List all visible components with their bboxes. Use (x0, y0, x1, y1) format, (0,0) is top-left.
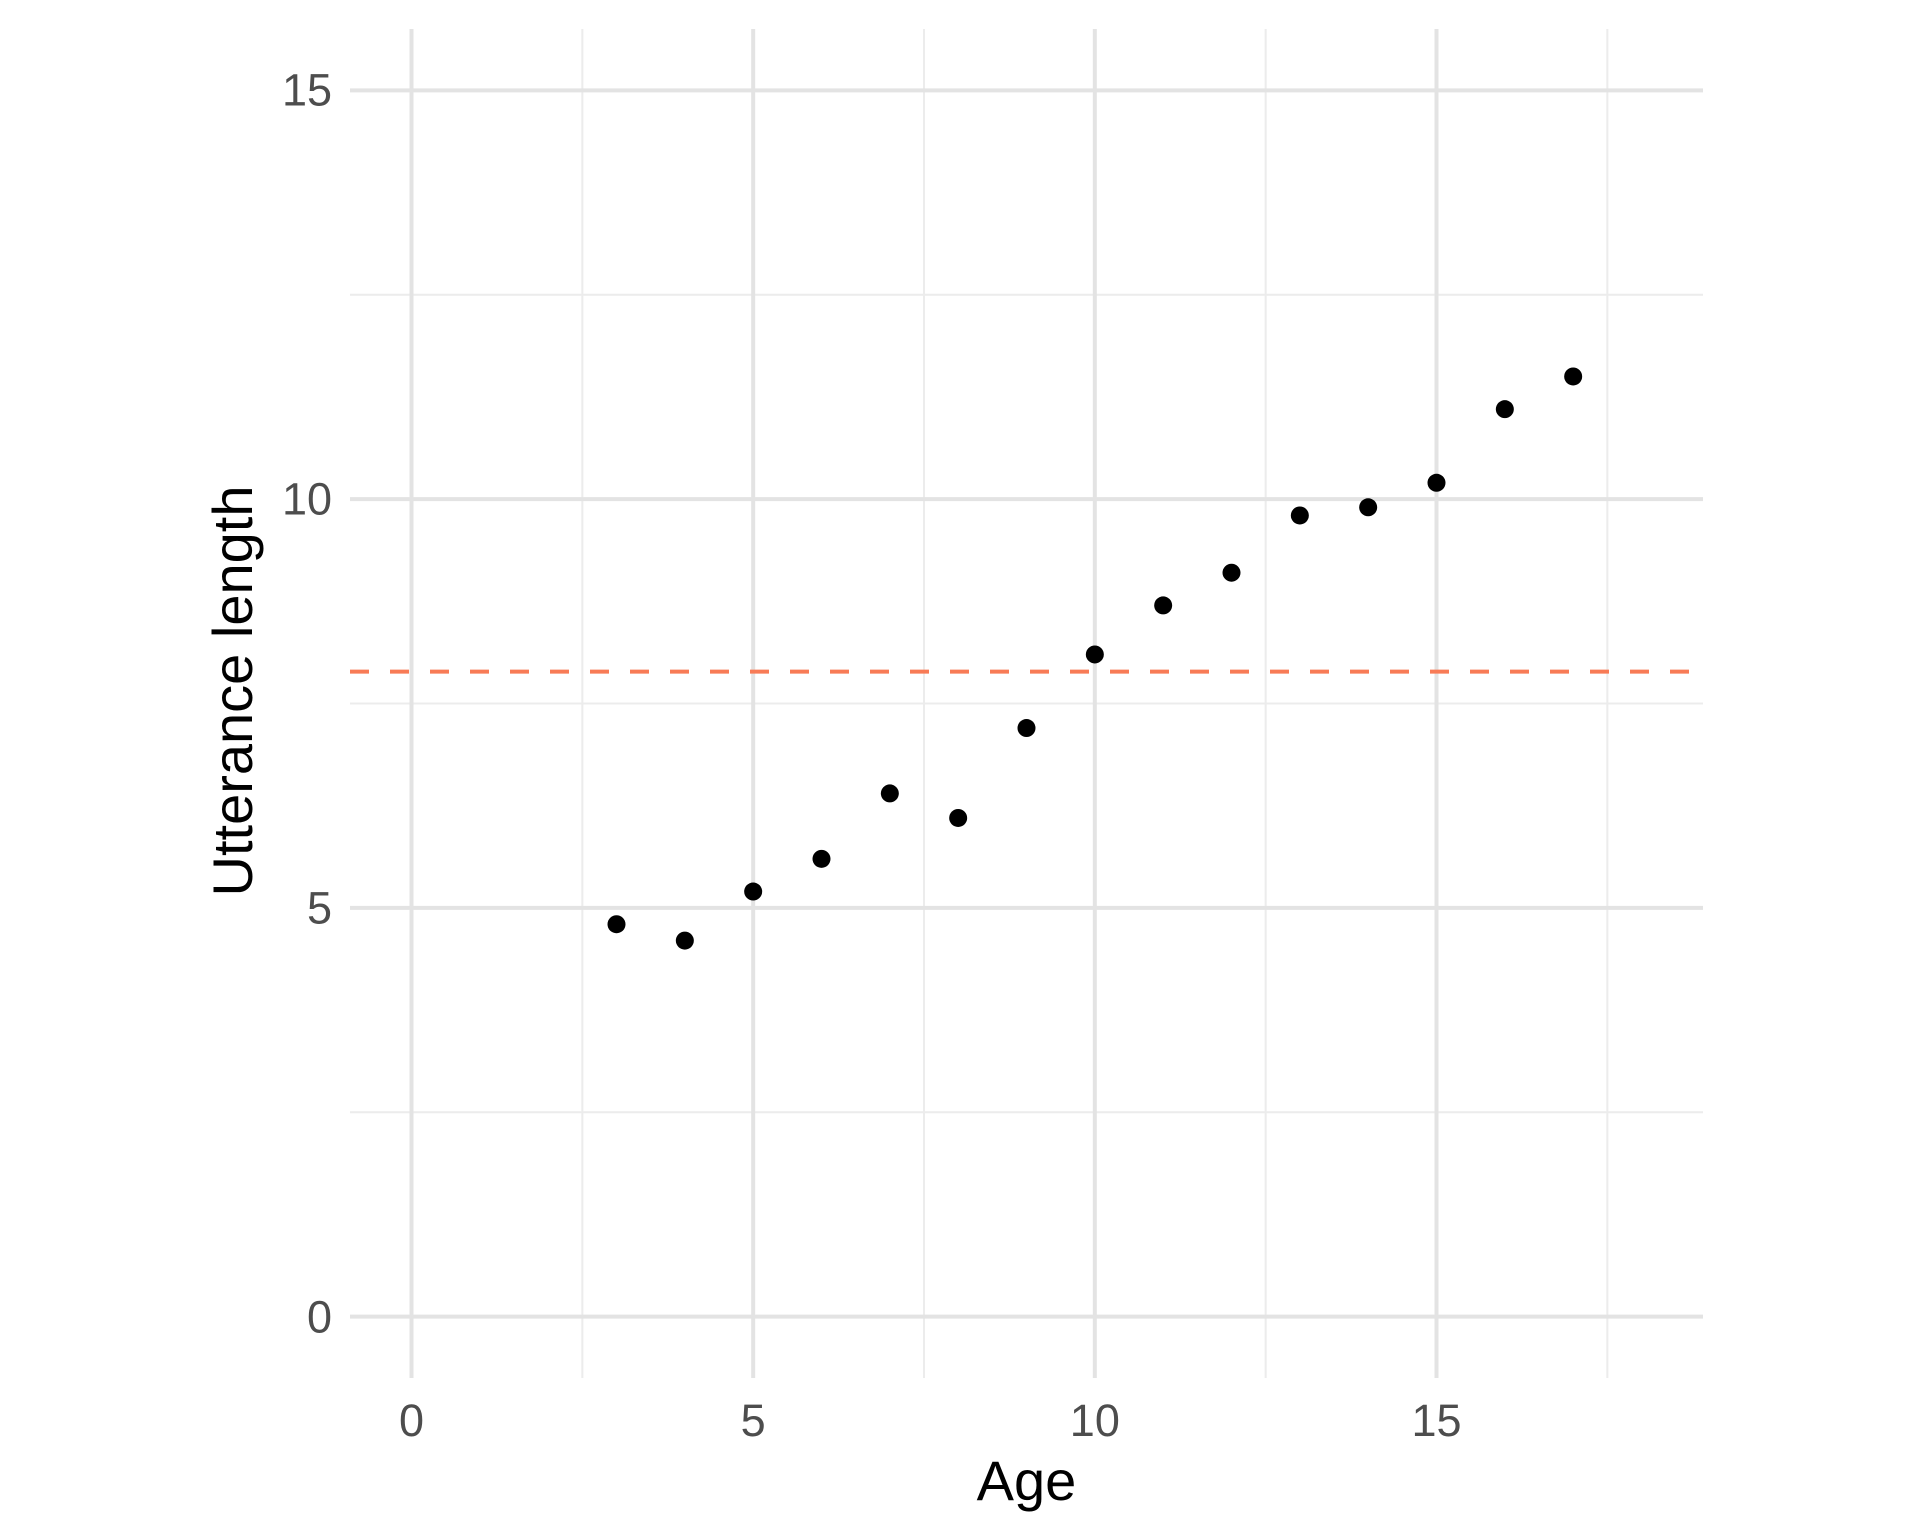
data-point (1359, 498, 1378, 517)
data-point (1017, 719, 1036, 738)
data-point (1222, 563, 1241, 582)
data-point (744, 882, 763, 901)
x-tick-label: 0 (398, 1395, 425, 1446)
x-tick-label: 15 (1411, 1395, 1462, 1446)
data-point (1427, 473, 1446, 492)
x-tick-label: 10 (1069, 1395, 1120, 1446)
data-point (675, 931, 694, 950)
data-point (1154, 596, 1173, 615)
data-point (1564, 367, 1583, 386)
y-tick-label: 10 (281, 473, 332, 525)
data-point (1495, 400, 1514, 419)
y-axis-title: Utterance length (201, 485, 264, 897)
x-axis-title: Age (976, 1449, 1077, 1512)
data-point (880, 784, 899, 803)
data-point (1085, 645, 1104, 664)
y-tick-label: 0 (306, 1291, 332, 1343)
data-point (949, 808, 968, 827)
y-tick-label: 5 (306, 882, 332, 934)
y-tick-label: 15 (281, 64, 332, 116)
data-point (607, 915, 626, 934)
data-point (1290, 506, 1309, 525)
data-point (812, 849, 831, 868)
x-tick-label: 5 (740, 1395, 766, 1446)
